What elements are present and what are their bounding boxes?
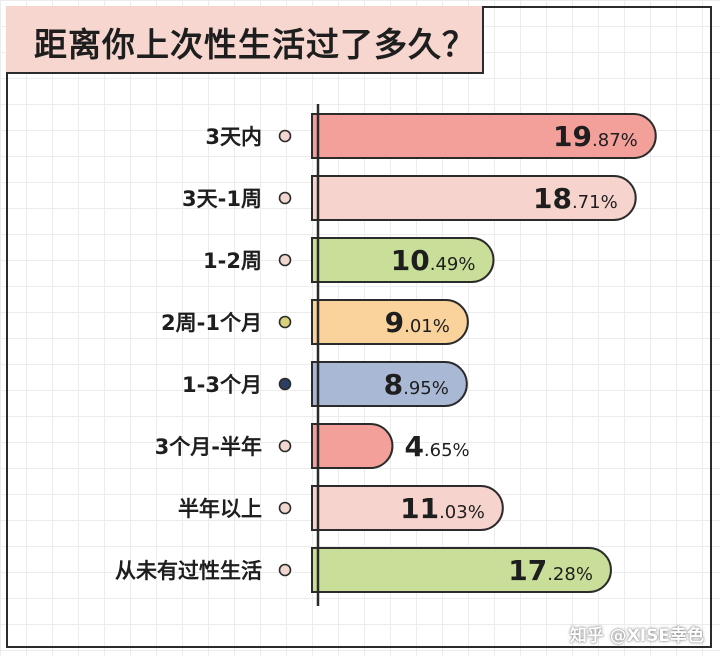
bar: [311, 361, 468, 407]
bar: [311, 547, 612, 593]
bar: [311, 175, 637, 221]
value-label: 19.87%: [553, 120, 638, 153]
value-label: 8.95%: [384, 368, 449, 401]
category-label: 3天内: [205, 125, 262, 149]
row-dot: [278, 253, 292, 267]
row-dot: [278, 501, 292, 515]
value-label: 18.71%: [533, 182, 618, 215]
category-label: 3天-1周: [182, 187, 262, 211]
category-label: 2周-1个月: [161, 311, 262, 335]
category-label: 半年以上: [178, 497, 262, 521]
bar: [311, 113, 657, 159]
row-dot: [278, 439, 292, 453]
bar: [311, 299, 469, 345]
category-label: 从未有过性生活: [115, 559, 262, 583]
row-dot: [278, 377, 292, 391]
category-label: 3个月-半年: [155, 435, 262, 459]
chart-title: 距离你上次性生活过了多久？: [34, 25, 476, 64]
bar: [311, 237, 495, 283]
watermark: 知乎 @XISE幸色: [569, 626, 704, 646]
title-banner: 距离你上次性生活过了多久？: [6, 6, 484, 74]
value-label: 4.65%: [404, 430, 469, 463]
category-label: 1-2周: [203, 249, 262, 273]
row-dot: [278, 129, 292, 143]
value-label: 17.28%: [508, 554, 593, 587]
row-dot: [278, 191, 292, 205]
value-label: 11.03%: [400, 492, 485, 525]
value-label: 10.49%: [391, 244, 476, 277]
category-label: 1-3个月: [182, 373, 262, 397]
row-dot: [278, 563, 292, 577]
row-dot: [278, 315, 292, 329]
bar: [311, 485, 504, 531]
value-label: 9.01%: [385, 306, 450, 339]
bar: [311, 423, 394, 469]
